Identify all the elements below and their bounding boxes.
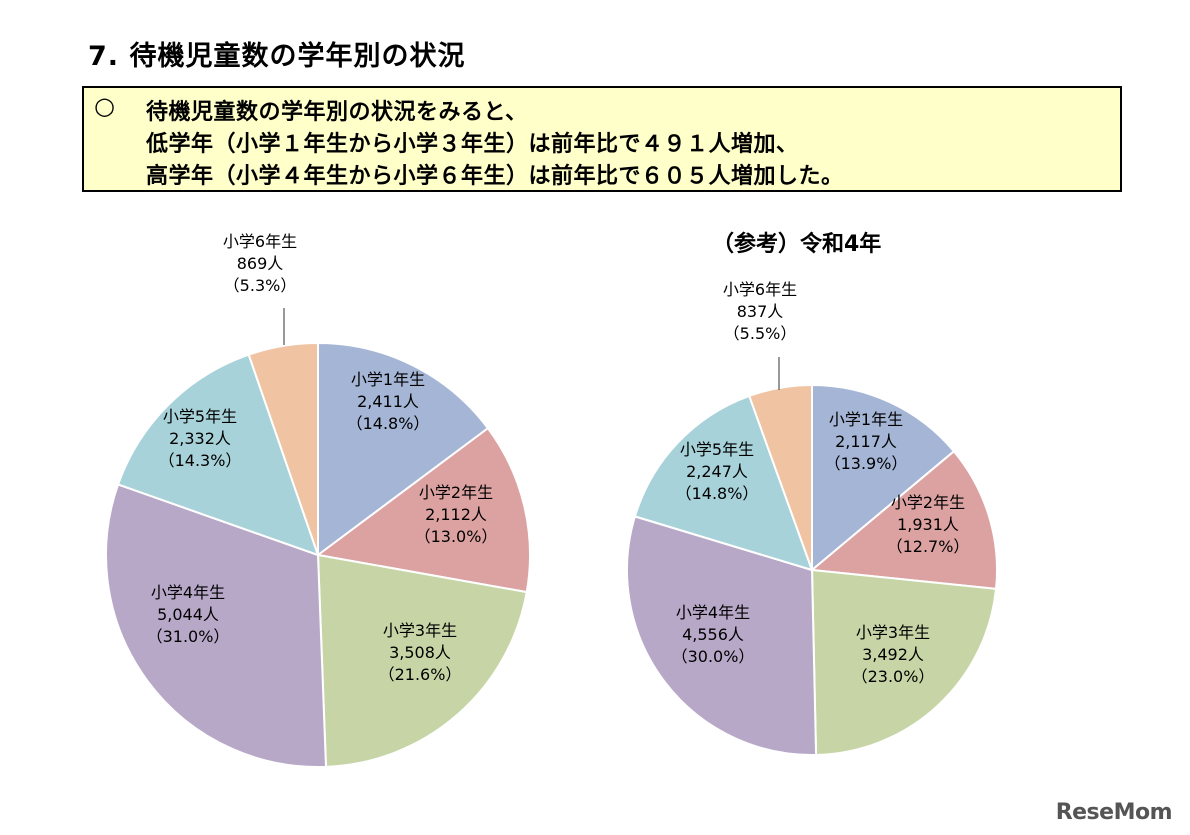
summary-line-3: 高学年（小学４年生から小学６年生）は前年比で６０５人増加した。: [146, 164, 844, 189]
pie2-label-6: 小学6年生 837人（5.5%）: [723, 280, 797, 343]
page-title: 7. 待機児童数の学年別の状況: [88, 41, 466, 72]
pie1-label-1: 小学1年生 2,411人（14.8%）: [347, 370, 430, 433]
pie1-label-2: 小学2年生 2,112人（13.0%）: [415, 483, 498, 546]
resemom-logo: ReseMom: [1055, 800, 1173, 825]
bullet-icon: ○: [94, 92, 115, 120]
pie1-slice-2: [315, 426, 531, 594]
pie2-label-4: 小学4年生 4,556人（30.0%）: [672, 603, 755, 666]
pie1-slice-3: [316, 553, 528, 768]
pie2-slice-3: [810, 568, 998, 756]
summary-line-2: 低学年（小学１年生から小学３年生）は前年比で４９１人増加、: [146, 132, 799, 157]
pie2-slice-5: [633, 394, 814, 572]
pie2-label-3: 小学3年生 3,492人（23.0%）: [852, 623, 935, 686]
pie1-label-4: 小学4年生 5,044人（31.0%）: [147, 583, 230, 646]
pie-chart-2-title: （参考）令和4年: [712, 232, 882, 257]
pie2-slice-1: [811, 383, 956, 573]
pie1-label-6: 小学6年生 869人（5.3%）: [223, 232, 297, 295]
pie2-slice-4: [626, 515, 818, 756]
summary-line-1: 待機児童数の学年別の状況をみると、: [146, 100, 528, 125]
pie2-label-5: 小学5年生 2,247人（14.8%）: [676, 440, 759, 503]
pie1-slice-4: [105, 483, 328, 768]
summary-box: ○ 待機児童数の学年別の状況をみると、 低学年（小学１年生から小学３年生）は前年…: [82, 86, 1122, 192]
pie2-label-1: 小学1年生 2,117人（13.9%）: [825, 410, 908, 473]
pie2-slice-6: [747, 383, 813, 571]
pie2-slice-2: [809, 449, 998, 590]
pie2-label-2: 小学2年生 1,931人（12.7%）: [887, 493, 970, 556]
pie1-label-5: 小学5年生 2,332人（14.3%）: [159, 407, 242, 470]
pie1-slice-1: [317, 341, 490, 557]
pie1-slice-6: [247, 341, 319, 556]
pie1-label-3: 小学3年生 3,508人（21.6%）: [379, 621, 462, 684]
pie1-slice-5: [116, 353, 320, 557]
